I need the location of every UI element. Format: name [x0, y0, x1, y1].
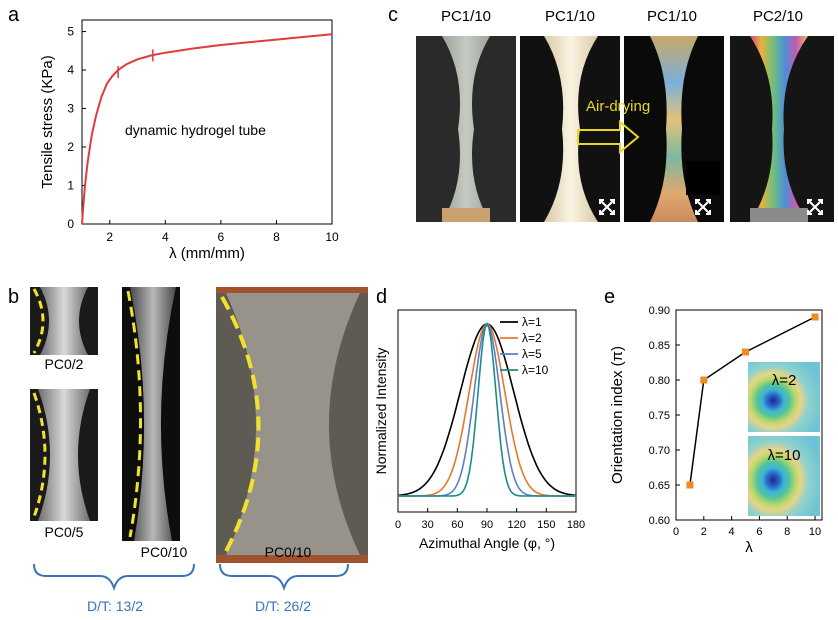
chart-a-ytick-label: 3 — [67, 102, 74, 116]
inset-saxs-10 — [748, 436, 820, 516]
chart-a-ytick-label: 4 — [67, 63, 74, 77]
chart-e-point — [742, 348, 750, 356]
chart-e-xtick-label: 6 — [756, 526, 762, 538]
photo-c4-sample — [750, 36, 808, 222]
chart-d-series-line — [398, 322, 576, 497]
chart-e-ytick-label: 0.70 — [649, 445, 670, 457]
chart-e-series-line — [689, 316, 816, 486]
panel-c-label-3: PC1/10 — [646, 8, 698, 25]
chart-e-ytick-label: 0.65 — [649, 480, 670, 492]
chart-e-xtick-label: 10 — [809, 526, 821, 538]
cross-polarizer-icon — [695, 199, 711, 215]
chart-e-point — [686, 481, 694, 489]
panel-letter-b: b — [8, 286, 20, 308]
chart-e-ylabel: Orientation index (π) — [609, 346, 626, 484]
chart-a: 2 4 6 8 10 0 1 2 3 4 5 dynamic hydrogel tube λ (mm… — [39, 19, 339, 262]
photo-c3-sample — [650, 36, 698, 222]
chart-e-xlabel: λ — [745, 539, 753, 556]
chart-e-xtick-label: 0 — [673, 526, 679, 538]
chart-d-series-line — [398, 323, 576, 497]
chart-e-xtick-label: 2 — [701, 526, 707, 538]
chart-a-xlabel: λ (mm/mm) — [169, 245, 245, 262]
label-pc0-10-wide: PC0/10 — [264, 544, 312, 560]
chart-d-legend-label: λ=10 — [522, 363, 549, 377]
chart-e-ytick-label: 0.90 — [649, 305, 670, 317]
panel-letter-e: e — [604, 286, 616, 308]
chart-d-xtick-label: 30 — [422, 519, 434, 531]
panel-b-brackets — [33, 563, 349, 592]
chart-d-legend-label: λ=2 — [522, 331, 542, 345]
chart-a-ytick-label: 0 — [67, 217, 74, 231]
chart-a-xtick-label: 4 — [162, 230, 169, 244]
inset-label-2: λ=2 — [772, 372, 797, 389]
panel-c-photos — [416, 36, 834, 222]
panel-c-label-1: PC1/10 — [440, 8, 492, 25]
chart-e-ytick-label: 0.60 — [649, 515, 670, 527]
label-pc0-10-tall: PC0/10 — [140, 544, 188, 560]
chart-d-xlabel: Azimuthal Angle (φ, °) — [419, 535, 555, 551]
photo-c2-sample — [544, 36, 598, 222]
chart-d-series-line — [397, 323, 577, 497]
bracket-13-2 — [33, 563, 195, 592]
air-drying-label: Air-drying — [586, 98, 651, 115]
chart-a-series-line — [81, 33, 333, 225]
chart-a-annotation: dynamic hydrogel tube — [125, 122, 266, 138]
bracket-label-26-2: D/T: 26/2 — [254, 598, 312, 614]
chart-d-legend-label: λ=1 — [522, 315, 542, 329]
chart-d-ylabel: Normalized Intensity — [373, 348, 389, 475]
chart-d-series-line — [398, 322, 576, 497]
chart-d-xtick-label: 180 — [567, 519, 585, 531]
chart-e-ytick-label: 0.75 — [649, 410, 670, 422]
chart-d-xtick-label: 60 — [451, 519, 463, 531]
chart-a-xtick-label: 8 — [273, 230, 280, 244]
panel-c-label-2: PC1/10 — [544, 8, 596, 25]
chart-a-xtick-label: 6 — [218, 230, 225, 244]
chart-a-ytick-label: 5 — [67, 25, 74, 39]
chart-d-legend-label: λ=5 — [522, 347, 542, 361]
air-drying-arrow-icon — [577, 119, 640, 155]
label-pc0-5: PC0/5 — [44, 524, 84, 540]
chart-e-ytick-label: 0.85 — [649, 340, 670, 352]
chart-d: 0 30 60 90 120 150 180 λ=1 λ=2 λ=5 λ=10 Azimuthal… — [373, 309, 585, 551]
chart-e-xtick-label: 4 — [729, 526, 735, 538]
bracket-label-13-2: D/T: 13/2 — [86, 598, 144, 614]
panel-letter-d: d — [376, 286, 388, 308]
panel-b-photos — [30, 287, 368, 563]
chart-d-xtick-label: 0 — [395, 519, 401, 531]
label-pc0-2: PC0/2 — [44, 356, 84, 372]
chart-a-xtick-label: 2 — [106, 230, 113, 244]
chart-a-ylabel: Tensile stress (KPa) — [39, 55, 56, 188]
bracket-26-2 — [219, 563, 349, 592]
chart-d-xtick-label: 90 — [481, 519, 493, 531]
panel-letter-c: c — [388, 4, 398, 26]
chart-d-frame — [397, 309, 577, 513]
chart-e: 0 2 4 6 8 100.600.650.700.750.800.850.90 λ=2 … — [609, 305, 823, 556]
chart-a-ytick-label: 1 — [67, 179, 74, 193]
panel-c-label-4: PC2/10 — [752, 8, 804, 25]
chart-a-ytick-label: 2 — [67, 140, 74, 154]
inset-label-10: λ=10 — [768, 447, 801, 464]
inset-saxs-2 — [748, 362, 820, 432]
chart-d-xtick-label: 150 — [537, 519, 555, 531]
cross-polarizer-icon — [599, 199, 615, 215]
chart-e-ytick-label: 0.80 — [649, 375, 670, 387]
panel-letter-a: a — [8, 4, 20, 26]
chart-d-xtick-label: 120 — [507, 519, 525, 531]
chart-a-frame — [81, 19, 333, 225]
chart-e-point — [700, 376, 708, 384]
photo-c1-sample — [442, 36, 490, 222]
chart-a-xtick-label: 10 — [325, 230, 339, 244]
chart-e-xtick-label: 8 — [784, 526, 790, 538]
chart-e-point — [811, 313, 819, 321]
cross-polarizer-icon — [807, 199, 823, 215]
